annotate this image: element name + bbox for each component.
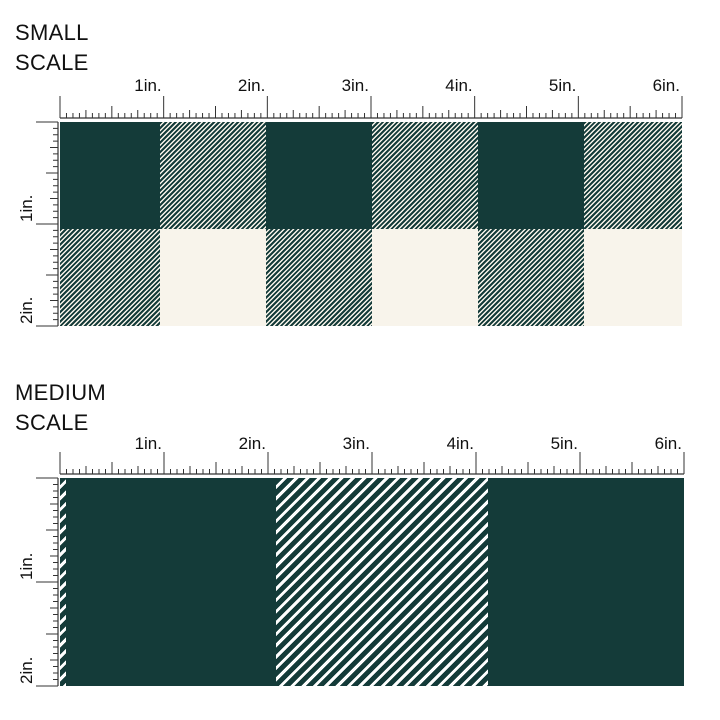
small-scale-title-line1: SMALL <box>15 20 89 45</box>
medium-horizontal-ruler: 1in. 2in. 3in. 4in. 5in. 6in. <box>59 434 685 475</box>
small-vertical-ruler: 1in. 2in. <box>17 121 59 327</box>
ruler-x-label: 6in. <box>655 434 682 453</box>
ruler-x-label: 1in. <box>135 434 162 453</box>
plaid-cell <box>478 122 584 229</box>
plaid-cell <box>60 229 160 326</box>
ruler-x-label: 4in. <box>447 434 474 453</box>
plaid-cell <box>160 229 266 326</box>
ruler-x-label: 3in. <box>342 76 369 95</box>
ruler-x-label: 5in. <box>551 434 578 453</box>
plaid-cell <box>584 122 682 229</box>
ruler-x-label: 2in. <box>239 434 266 453</box>
ruler-x-label: 1in. <box>134 76 161 95</box>
plaid-cell <box>160 122 266 229</box>
ruler-x-label: 3in. <box>343 434 370 453</box>
ruler-x-label: 4in. <box>445 76 472 95</box>
small-scale-title-line2: SCALE <box>15 50 89 75</box>
plaid-cell <box>276 478 488 686</box>
ruler-y-label: 1in. <box>17 195 36 222</box>
ruler-y-label: 2in. <box>17 657 36 684</box>
medium-scale-swatch <box>60 478 684 686</box>
ruler-x-label: 6in. <box>653 76 680 95</box>
plaid-cell <box>584 229 682 326</box>
plaid-cell <box>372 122 478 229</box>
ruler-x-label: 2in. <box>238 76 265 95</box>
medium-scale-title-line2: SCALE <box>15 410 89 435</box>
small-scale-swatch <box>60 122 682 326</box>
medium-scale-title-line1: MEDIUM <box>15 380 107 405</box>
small-scale-title: SMALL SCALE <box>15 18 89 78</box>
plaid-cell <box>266 229 372 326</box>
plaid-cell <box>266 122 372 229</box>
plaid-cell <box>478 229 584 326</box>
medium-vertical-ruler: 1in. 2in. <box>17 477 59 687</box>
small-horizontal-ruler: 1in. 2in. 3in. 4in. 5in. 6in. <box>59 76 683 119</box>
ruler-x-label: 5in. <box>549 76 576 95</box>
plaid-cell <box>372 229 478 326</box>
ruler-y-label: 1in. <box>17 553 36 580</box>
medium-scale-title: MEDIUM SCALE <box>15 378 106 438</box>
plaid-cell <box>66 478 276 686</box>
plaid-cell <box>60 478 68 686</box>
plaid-cell <box>488 478 684 686</box>
ruler-y-label: 2in. <box>17 297 36 324</box>
plaid-cell <box>60 122 160 229</box>
